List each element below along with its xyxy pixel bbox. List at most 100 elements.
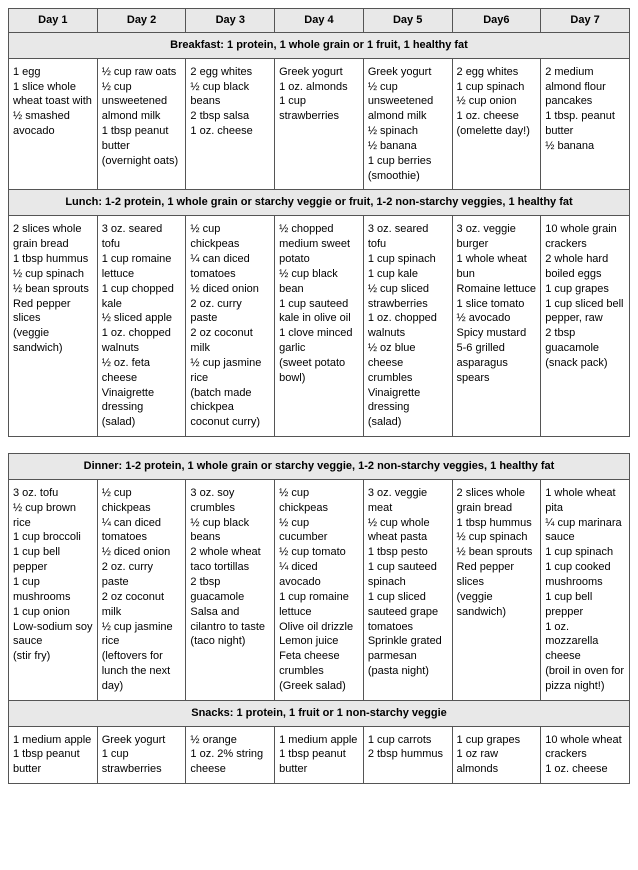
snacks-row: 1 medium apple1 tbsp peanut butter Greek…: [9, 726, 630, 784]
meal-item-line: ½ avocado: [457, 311, 537, 326]
meal-item-line: (overnight oats): [102, 154, 182, 169]
cell-breakfast-day7: 2 medium almond flour pancakes1 tbsp. pe…: [541, 58, 630, 190]
meal-item-line: 1 cup spinach: [368, 252, 448, 267]
meal-item-line: Olive oil drizzle: [279, 620, 359, 635]
meal-item-line: ½ cup onion: [457, 94, 537, 109]
meal-item-line: ½ cup spinach: [13, 267, 93, 282]
meal-item-line: 1 cup grapes: [457, 733, 537, 748]
cell-lunch-day3: ½ cup chickpeas¼ can diced tomatoes½ dic…: [186, 216, 275, 437]
meal-item-line: (smoothie): [368, 169, 448, 184]
cell-breakfast-day1: 1 egg1 slice whole wheat toast with ½ sm…: [9, 58, 98, 190]
meal-item-line: 1 whole wheat bun: [457, 252, 537, 282]
cell-dinner-day2: ½ cup chickpeas¼ can diced tomatoes½ dic…: [97, 479, 186, 700]
meal-item-line: ½ banana: [368, 139, 448, 154]
meal-item-line: (stir fry): [13, 649, 93, 664]
meal-item-line: ½ sliced apple: [102, 311, 182, 326]
meal-item-line: 1 clove minced garlic: [279, 326, 359, 356]
meal-item-line: 2 slices whole grain bread: [13, 222, 93, 252]
meal-item-line: 1 tbsp hummus: [457, 516, 537, 531]
meal-item-line: 2 tbsp guacamole: [190, 575, 270, 605]
meal-item-line: 1 cup kale: [368, 267, 448, 282]
meal-item-line: Red pepper slices: [13, 297, 93, 327]
meal-item-line: 1 tbsp pesto: [368, 545, 448, 560]
meal-item-line: ½ cup unsweetened almond milk: [102, 80, 182, 125]
meal-item-line: (broil in oven for pizza night!): [545, 664, 625, 694]
meal-item-line: 1 cup carrots: [368, 733, 448, 748]
meal-item-line: 3 oz. soy crumbles: [190, 486, 270, 516]
meal-item-line: (leftovers for lunch the next day): [102, 649, 182, 694]
meal-item-line: 1 tbsp. peanut butter: [545, 109, 625, 139]
day-header: Day 1: [9, 9, 98, 33]
cell-dinner-day7: 1 whole wheat pita¼ cup marinara sauce1 …: [541, 479, 630, 700]
meal-item-line: ½ cup black beans: [190, 80, 270, 110]
meal-item-line: 5-6 grilled asparagus spears: [457, 341, 537, 386]
meal-item-line: 1 egg: [13, 65, 93, 80]
cell-snacks-day1: 1 medium apple1 tbsp peanut butter: [9, 726, 98, 784]
meal-item-line: ½ cup cucumber: [279, 516, 359, 546]
meal-item-line: ¼ can diced tomatoes: [102, 516, 182, 546]
meal-item-line: 10 whole wheat crackers: [545, 733, 625, 763]
lunch-section-title: Lunch: 1-2 protein, 1 whole grain or sta…: [9, 190, 630, 216]
meal-item-line: Greek yogurt: [279, 65, 359, 80]
meal-item-line: 2 egg whites: [457, 65, 537, 80]
meal-item-line: 2 egg whites: [190, 65, 270, 80]
cell-snacks-day3: ½ orange1 oz. 2% string cheese: [186, 726, 275, 784]
meal-item-line: Greek yogurt: [102, 733, 182, 748]
meal-item-line: ¼ cup marinara sauce: [545, 516, 625, 546]
meal-item-line: 2 medium almond flour pancakes: [545, 65, 625, 110]
meal-item-line: 1 oz. 2% string cheese: [190, 747, 270, 777]
day-header: Day 3: [186, 9, 275, 33]
meal-item-line: ½ cup tomato: [279, 545, 359, 560]
meal-item-line: 1 cup sauteed spinach: [368, 560, 448, 590]
cell-dinner-day5: 3 oz. veggie meat½ cup whole wheat pasta…: [363, 479, 452, 700]
meal-item-line: ½ cup sliced strawberries: [368, 282, 448, 312]
meal-item-line: 3 oz. veggie meat: [368, 486, 448, 516]
meal-item-line: 1 cup berries: [368, 154, 448, 169]
cell-breakfast-day3: 2 egg whites½ cup black beans2 tbsp sals…: [186, 58, 275, 190]
meal-item-line: 1 oz. mozzarella cheese: [545, 620, 625, 665]
cell-snacks-day6: 1 cup grapes1 oz raw almonds: [452, 726, 541, 784]
meal-item-line: 1 cup strawberries: [279, 94, 359, 124]
dinner-row: 3 oz. tofu½ cup brown rice1 cup broccoli…: [9, 479, 630, 700]
meal-item-line: 3 oz. tofu: [13, 486, 93, 501]
meal-item-line: 2 oz. curry paste: [190, 297, 270, 327]
meal-item-line: ½ cup jasmine rice: [102, 620, 182, 650]
cell-lunch-day2: 3 oz. seared tofu1 cup romaine lettuce1 …: [97, 216, 186, 437]
cell-dinner-day3: 3 oz. soy crumbles½ cup black beans2 who…: [186, 479, 275, 700]
meal-item-line: 1 medium apple: [279, 733, 359, 748]
breakfast-row: 1 egg1 slice whole wheat toast with ½ sm…: [9, 58, 630, 190]
meal-item-line: ¼ diced avocado: [279, 560, 359, 590]
meal-item-line: (veggie sandwich): [457, 590, 537, 620]
meal-item-line: 2 slices whole grain bread: [457, 486, 537, 516]
meal-item-line: 1 cup mushrooms: [13, 575, 93, 605]
meal-item-line: Greek yogurt: [368, 65, 448, 80]
meal-item-line: 2 oz. curry paste: [102, 560, 182, 590]
meal-item-line: 2 whole wheat taco tortillas: [190, 545, 270, 575]
cell-breakfast-day2: ½ cup raw oats½ cup unsweetened almond m…: [97, 58, 186, 190]
meal-item-line: Romaine lettuce: [457, 282, 537, 297]
meal-item-line: 1 slice tomato: [457, 297, 537, 312]
cell-lunch-day7: 10 whole grain crackers2 whole hard boil…: [541, 216, 630, 437]
meal-item-line: ¼ can diced tomatoes: [190, 252, 270, 282]
meal-item-line: (pasta night): [368, 664, 448, 679]
meal-item-line: 1 cup chopped kale: [102, 282, 182, 312]
cell-breakfast-day5: Greek yogurt½ cup unsweetened almond mil…: [363, 58, 452, 190]
meal-item-line: 1 oz. chopped walnuts: [368, 311, 448, 341]
meal-item-line: (salad): [102, 415, 182, 430]
meal-item-line: ½ cup raw oats: [102, 65, 182, 80]
cell-lunch-day6: 3 oz. veggie burger1 whole wheat bunRoma…: [452, 216, 541, 437]
cell-snacks-day7: 10 whole wheat crackers1 oz. cheese: [541, 726, 630, 784]
meal-item-line: Vinaigrette dressing: [368, 386, 448, 416]
meal-plan-table-bottom: Dinner: 1-2 protein, 1 whole grain or st…: [8, 453, 630, 784]
meal-item-line: 1 oz. cheese: [190, 124, 270, 139]
meal-item-line: (Greek salad): [279, 679, 359, 694]
meal-item-line: 1 cup romaine lettuce: [102, 252, 182, 282]
day-header: Day 2: [97, 9, 186, 33]
meal-item-line: Red pepper slices: [457, 560, 537, 590]
cell-dinner-day6: 2 slices whole grain bread1 tbsp hummus½…: [452, 479, 541, 700]
cell-dinner-day4: ½ cup chickpeas½ cup cucumber½ cup tomat…: [275, 479, 364, 700]
cell-lunch-day1: 2 slices whole grain bread1 tbsp hummus½…: [9, 216, 98, 437]
meal-item-line: 2 oz coconut milk: [190, 326, 270, 356]
meal-item-line: 3 oz. seared tofu: [368, 222, 448, 252]
meal-item-line: 1 cup sliced sauteed grape tomatoes: [368, 590, 448, 635]
